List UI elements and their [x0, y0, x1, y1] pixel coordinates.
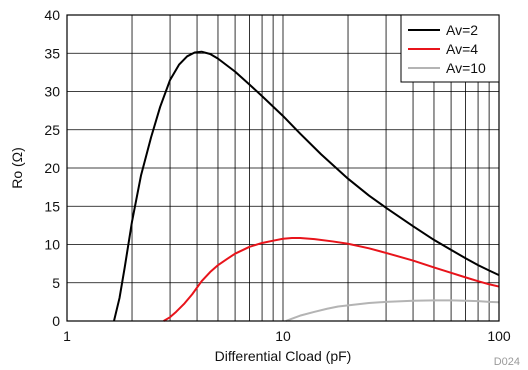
y-tick-label: 35 [44, 45, 60, 61]
y-tick-label: 0 [52, 313, 60, 329]
legend: Av=2 Av=4 Av=10 [400, 14, 500, 83]
x-tick-label: 100 [487, 328, 511, 344]
series-line-av-4 [163, 237, 500, 322]
y-tick-label: 30 [44, 84, 60, 100]
series-line-av-2 [113, 50, 500, 322]
legend-label: Av=4 [446, 41, 478, 57]
y-tick-label: 25 [44, 122, 60, 138]
series-lines [113, 50, 500, 322]
x-axis-label: Differential Cload (pF) [215, 348, 352, 364]
y-tick-label: 40 [44, 7, 60, 23]
x-tick-label: 10 [275, 328, 291, 344]
figure-code-label: D024 [494, 356, 520, 368]
x-tick-label: 1 [63, 328, 71, 344]
y-tick-label: 15 [44, 198, 60, 214]
legend-label: Av=2 [446, 22, 478, 38]
y-tick-label: 10 [44, 237, 60, 253]
tick-labels: 1 10 100 0 5 10 15 20 25 30 35 40 [44, 7, 510, 344]
legend-label: Av=10 [446, 60, 486, 76]
y-axis-label: Ro (Ω) [9, 147, 25, 189]
y-tick-label: 5 [52, 275, 60, 291]
plot-frame [66, 14, 500, 322]
series-line-av-10 [285, 299, 500, 322]
y-tick-label: 20 [44, 160, 60, 176]
